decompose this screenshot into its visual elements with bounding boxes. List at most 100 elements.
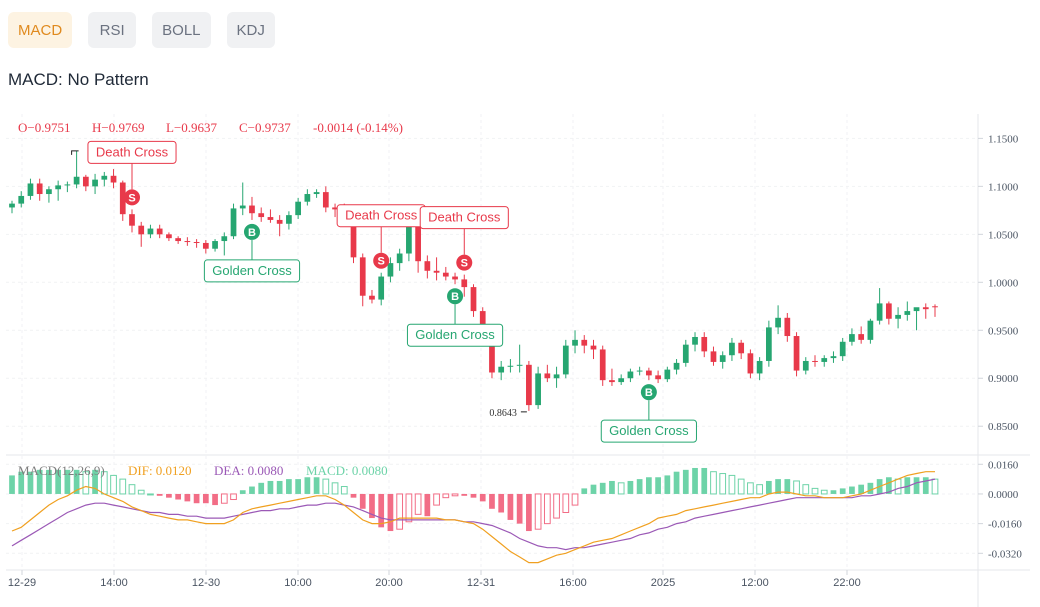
macd-histogram-bar (904, 477, 911, 494)
candle-body (692, 336, 698, 345)
price-tick-label: 1.0500 (988, 229, 1019, 241)
annotation-label: Golden Cross (415, 327, 495, 342)
tab-boll[interactable]: BOLL (152, 12, 211, 48)
candle-body (516, 364, 523, 366)
candle-body (858, 334, 865, 340)
legend-close: C−0.9737 (239, 120, 291, 135)
macd-histogram-bar (931, 478, 939, 495)
macd-histogram-bar (166, 493, 172, 498)
candle-body (101, 175, 108, 180)
candle-body (276, 219, 283, 224)
kline-chart[interactable]: 1.13740.8643 Death Cross S Golden Cross B De… (0, 100, 1040, 607)
macd-histogram-bar (119, 478, 127, 495)
macd-histogram-bar (784, 479, 791, 494)
macd-histogram-bar (396, 493, 404, 530)
annotation-box (87, 140, 177, 164)
candle-body (184, 241, 191, 243)
macd-histogram-bar (526, 493, 532, 532)
candle-body (406, 221, 412, 254)
pattern-status: MACD: No Pattern (8, 70, 149, 89)
macd-histogram-bar (765, 480, 772, 494)
macd-histogram-bar (387, 493, 394, 532)
macd-histogram-bar (461, 493, 468, 496)
candle-body (295, 201, 301, 216)
macd-histogram-bar (692, 467, 698, 494)
macd-legend-name: MACD(12,26,9) (18, 463, 105, 478)
candle-body (36, 183, 43, 195)
candle-body (166, 234, 172, 239)
candle-body (55, 185, 62, 190)
candle-body (682, 344, 689, 363)
macd-histogram-bar (516, 493, 523, 524)
candle-body (618, 378, 625, 383)
macd-histogram-bar (128, 484, 136, 495)
macd-histogram-bar (202, 493, 209, 504)
candle-body (904, 311, 911, 315)
macd-histogram-bar (479, 493, 486, 502)
buy-badge (447, 288, 464, 305)
chart-grid (6, 114, 1030, 607)
macd-histogram-bar (82, 471, 90, 495)
macd-histogram-bar (894, 478, 902, 495)
macd-histogram-bar (147, 493, 154, 496)
candle-body (590, 345, 597, 350)
candle-body (609, 380, 615, 383)
candle-body (599, 349, 606, 381)
time-tick-label: 12-31 (467, 577, 495, 589)
candle-body (452, 276, 458, 280)
price-tick-label: 0.9500 (988, 325, 1019, 337)
macd-tick-label: -0.0160 (988, 519, 1022, 531)
candle-body (73, 176, 80, 185)
macd-histogram-bar (424, 493, 431, 517)
price-tick-label: 1.1500 (988, 133, 1019, 145)
macd-histogram-bar (543, 493, 551, 525)
candle-body (664, 369, 671, 380)
candle-body (258, 213, 265, 218)
candle-body (849, 334, 855, 342)
macd-histogram-bar (617, 482, 625, 495)
candle-body (27, 183, 34, 196)
sell-badge-letter: S (128, 192, 135, 204)
candle-body (765, 327, 772, 361)
macd-tick-label: -0.0320 (988, 548, 1022, 560)
time-tick-label: 20:00 (375, 577, 403, 589)
death-cross-marker: Death Cross S (419, 206, 509, 271)
tab-rsi[interactable]: RSI (88, 12, 137, 48)
annotation-label: Death Cross (345, 208, 418, 223)
macd-histogram-bar (913, 477, 920, 494)
macd-histogram-bar (507, 493, 514, 520)
candle-body (646, 370, 652, 376)
macd-histogram-bar (258, 482, 265, 494)
candle-body (147, 228, 154, 235)
macd-histogram-bar (110, 474, 117, 495)
candle-body (839, 341, 846, 357)
macd-histogram-bar (276, 480, 283, 494)
macd-histogram-bar (55, 469, 62, 494)
candle-body (9, 203, 15, 208)
golden-cross-marker: Golden Cross B (406, 288, 504, 347)
price-tick-label: 1.1000 (988, 181, 1019, 193)
macd-histogram-bar (858, 484, 865, 494)
annotation-label: Golden Cross (212, 263, 292, 278)
candle-body (369, 295, 375, 300)
candle-body (867, 320, 874, 340)
candle-body (636, 370, 643, 372)
candle-body (913, 307, 920, 312)
macd-histogram-bar (359, 493, 366, 509)
macd-histogram-bar (710, 471, 717, 495)
macd-histogram-bar (562, 493, 570, 513)
macd-histogram-bar (18, 471, 25, 494)
macd-histogram-bar (220, 493, 228, 504)
macd-histogram-bar (313, 477, 320, 494)
candle-body (719, 355, 726, 362)
tab-kdj[interactable]: KDJ (226, 12, 275, 48)
candle-body (553, 374, 560, 379)
sell-badge (456, 254, 473, 271)
macd-histogram-bar (627, 480, 634, 494)
time-tick-label: 12-30 (192, 577, 220, 589)
tab-macd[interactable]: MACD (8, 12, 73, 48)
candle-body (498, 366, 505, 373)
macd-histogram-bar (682, 469, 689, 494)
macd-histogram-bar (498, 493, 505, 513)
